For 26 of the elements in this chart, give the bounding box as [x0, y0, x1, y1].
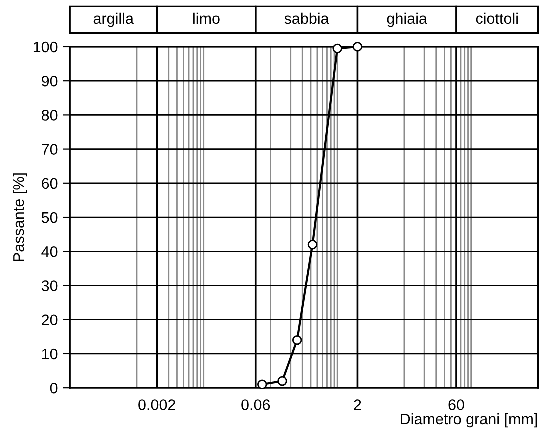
text: ghiaia — [387, 12, 428, 28]
x-tick-label: 60 — [448, 400, 464, 410]
x-tick-label: 2 — [354, 400, 362, 410]
y-tick-label: 70 — [42, 144, 58, 155]
point — [352, 42, 363, 52]
text: limo — [194, 12, 220, 24]
text: ciottoli — [476, 12, 518, 24]
point — [258, 380, 268, 390]
y-axis-title: Passante [%] — [13, 174, 28, 262]
y-tick-label: 0 — [50, 382, 58, 394]
x-tick-label: 0.06 — [242, 400, 270, 410]
y-tick-label: 40 — [42, 246, 58, 258]
point — [332, 44, 342, 54]
x-axis-title: Diametro grani [mm] — [401, 413, 538, 428]
y-tick-label: 60 — [42, 178, 58, 190]
y-tick-label: 10 — [42, 348, 58, 360]
text: argilla — [94, 12, 134, 28]
y-tick-label: 20 — [42, 314, 58, 326]
y-tick-label: 80 — [42, 110, 58, 121]
y-tick-label: 30 — [42, 280, 58, 292]
y-tick-label: 100 — [34, 42, 58, 53]
point — [278, 376, 288, 386]
text: sabbia — [284, 12, 330, 24]
y-tick-label: 50 — [42, 212, 58, 224]
x-tick-label: 0.002 — [138, 400, 176, 410]
y-tick-label: 90 — [42, 76, 58, 87]
